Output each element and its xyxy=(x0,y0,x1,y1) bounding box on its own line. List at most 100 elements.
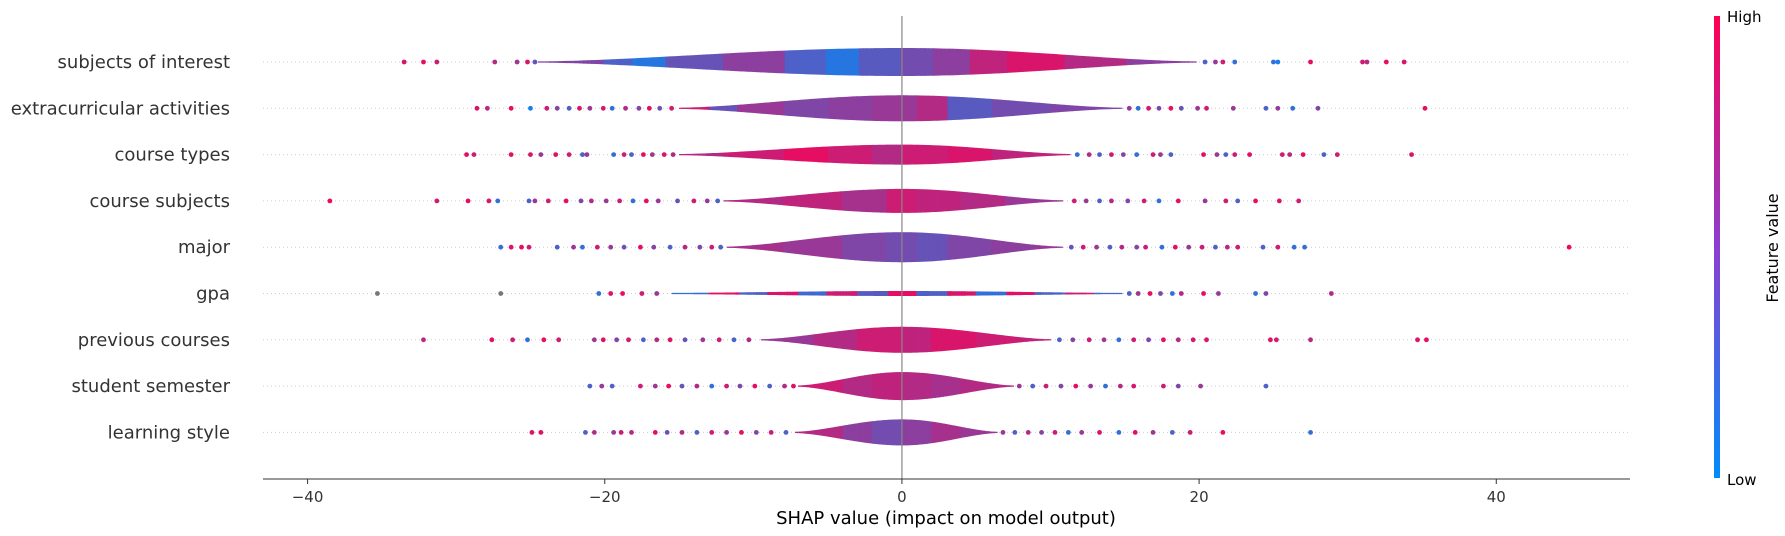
point-subjects-of-interest-14 xyxy=(1360,59,1365,65)
violin-segment xyxy=(764,243,768,251)
point-major-33 xyxy=(1291,244,1297,250)
point-extracurricular-activities-6 xyxy=(566,105,572,111)
point-course-subjects-5 xyxy=(526,198,532,204)
point-course-subjects-20 xyxy=(1071,198,1077,204)
violin-segment xyxy=(583,60,588,64)
violin-segment xyxy=(1023,337,1026,343)
violin-segment xyxy=(972,237,975,258)
violin-segment xyxy=(734,199,737,202)
violin-segment xyxy=(1097,56,1103,68)
violin-segment xyxy=(1010,51,1016,73)
violin-segment xyxy=(956,191,960,211)
violin-segment xyxy=(804,239,807,256)
violin-segment xyxy=(685,55,691,69)
violin-segment xyxy=(928,48,934,76)
violin-segment xyxy=(931,189,934,213)
violin-segment xyxy=(1035,152,1039,157)
violin-segment xyxy=(880,327,883,353)
violin-segment xyxy=(775,291,780,296)
point-previous-courses-30 xyxy=(1273,337,1279,343)
point-course-types-26 xyxy=(1214,152,1220,158)
violin-segment xyxy=(709,106,713,111)
violin-segment xyxy=(1009,241,1013,253)
violin-segment xyxy=(933,145,937,164)
violin-segment xyxy=(891,291,895,296)
violin-segment xyxy=(1017,337,1021,343)
violin-segment xyxy=(826,291,830,296)
violin-segment xyxy=(741,245,744,249)
point-major-23 xyxy=(1143,244,1149,250)
violin-segment xyxy=(949,329,952,351)
violin-segment xyxy=(847,145,851,164)
violin-student-semester xyxy=(797,372,1014,401)
violin-segment xyxy=(1000,99,1004,117)
violin-segment xyxy=(1026,291,1030,296)
violin-segment xyxy=(784,50,790,74)
violin-segment xyxy=(853,96,857,121)
violin-extracurricular-activities xyxy=(679,95,1123,122)
violin-segment xyxy=(1013,150,1017,159)
violin-segment xyxy=(919,232,923,262)
violin-segment xyxy=(766,149,771,160)
violin-segment xyxy=(947,291,951,296)
point-extracurricular-activities-21 xyxy=(1178,105,1184,111)
violin-segment xyxy=(1043,338,1046,341)
point-previous-courses-2 xyxy=(510,337,516,343)
feature-label-student-semester: student semester xyxy=(71,376,230,397)
violin-segment xyxy=(974,237,977,258)
violin-segment xyxy=(784,100,788,116)
violin-segment xyxy=(998,195,1002,207)
violin-segment xyxy=(747,52,753,72)
point-major-30 xyxy=(1235,244,1241,250)
violin-segment xyxy=(882,327,885,353)
violin-segment xyxy=(850,48,856,76)
violin-segment xyxy=(884,232,887,262)
violin-segment xyxy=(798,291,802,296)
violin-segment xyxy=(789,100,794,117)
violin-segment xyxy=(884,189,888,213)
violin-segment xyxy=(880,189,884,213)
point-extracurricular-activities-12 xyxy=(636,105,642,111)
colorbar-gradient xyxy=(1714,16,1720,478)
violin-segment xyxy=(801,194,805,208)
point-gpa-13 xyxy=(1201,291,1206,296)
violin-segment xyxy=(909,232,912,263)
violin-segment xyxy=(953,96,957,121)
point-student-semester-5 xyxy=(666,383,672,389)
violin-segment xyxy=(739,246,742,249)
violin-segment xyxy=(896,326,899,353)
point-major-6 xyxy=(580,244,585,250)
violin-segment xyxy=(1119,292,1123,295)
violin-segment xyxy=(886,95,890,122)
violin-segment xyxy=(867,328,871,352)
violin-segment xyxy=(877,232,881,262)
point-learning-style-15 xyxy=(768,430,774,435)
violin-segment xyxy=(958,291,963,296)
violin-segment xyxy=(1003,291,1008,296)
violin-segment xyxy=(679,107,683,109)
violin-segment xyxy=(849,329,852,350)
point-course-types-20 xyxy=(1120,152,1126,158)
violin-segment xyxy=(701,106,705,110)
violin-segment xyxy=(759,150,763,159)
point-student-semester-23 xyxy=(1131,383,1137,389)
violin-segment xyxy=(1028,244,1032,251)
violin-segment xyxy=(1015,197,1019,205)
point-learning-style-30 xyxy=(1220,430,1226,435)
violin-segment xyxy=(736,292,740,295)
violin-segment xyxy=(766,338,769,341)
violin-segment xyxy=(948,190,951,212)
violin-segment xyxy=(730,152,734,158)
violin-segment xyxy=(1080,105,1084,111)
violin-segment xyxy=(992,291,996,296)
violin-segment xyxy=(1024,243,1028,251)
violin-segment xyxy=(920,327,923,353)
violin-segment xyxy=(725,152,729,157)
violin-segment xyxy=(976,332,979,348)
point-major-17 xyxy=(1068,244,1074,250)
violin-segment xyxy=(845,330,849,350)
violin-segment xyxy=(858,48,864,76)
violin-segment xyxy=(869,95,874,121)
violin-segment xyxy=(770,243,774,252)
point-course-subjects-7 xyxy=(545,198,551,204)
